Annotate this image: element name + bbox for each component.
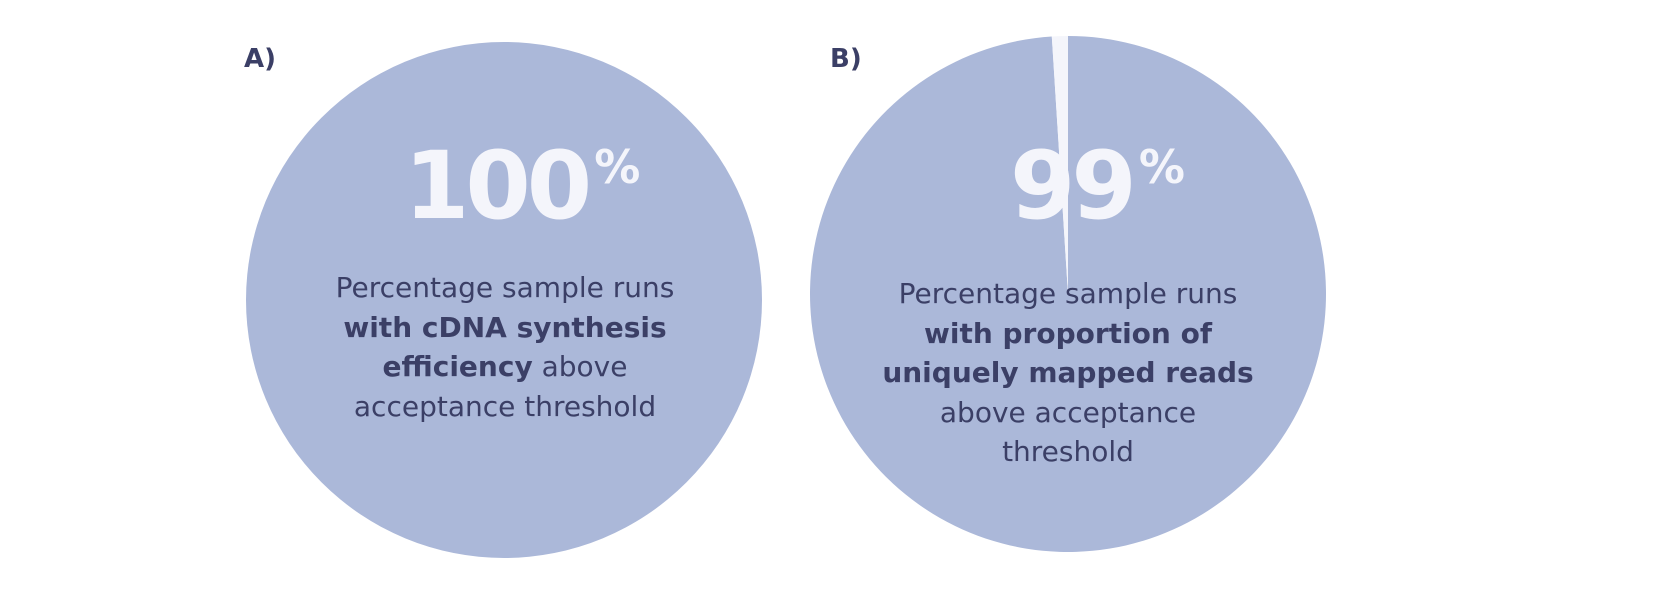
- panel-label-b: B): [830, 44, 862, 74]
- percent-sign-a: %: [594, 140, 641, 194]
- percent-sign-b: %: [1138, 140, 1185, 194]
- pie-chart-b: [810, 36, 1327, 552]
- caption-b-suffix: above acceptance threshold: [939, 395, 1197, 469]
- caption-a: Percentage sample runs with cDNA synthes…: [320, 268, 690, 426]
- value-number-a: 100: [404, 132, 592, 241]
- panel-label-a: A): [244, 44, 277, 74]
- pie-slice-0-0: [246, 42, 762, 558]
- caption-b-bold: with proportion of uniquely mapped reads: [882, 316, 1254, 390]
- caption-a-prefix: Percentage sample runs: [335, 271, 675, 304]
- pie-slice-1-0: [810, 36, 1327, 552]
- pie-chart-a: [246, 42, 762, 558]
- caption-b-prefix: Percentage sample runs: [898, 277, 1238, 310]
- pie-slice-1-1: [1051, 36, 1068, 294]
- caption-a-bold: with cDNA synthesis efficiency: [343, 310, 667, 384]
- caption-a-suffix: above acceptance threshold: [353, 350, 657, 423]
- value-label-b: 99%: [1010, 140, 1185, 234]
- caption-b: Percentage sample runs with proportion o…: [880, 274, 1256, 472]
- value-label-a: 100%: [404, 140, 640, 234]
- value-number-b: 99: [1010, 132, 1137, 241]
